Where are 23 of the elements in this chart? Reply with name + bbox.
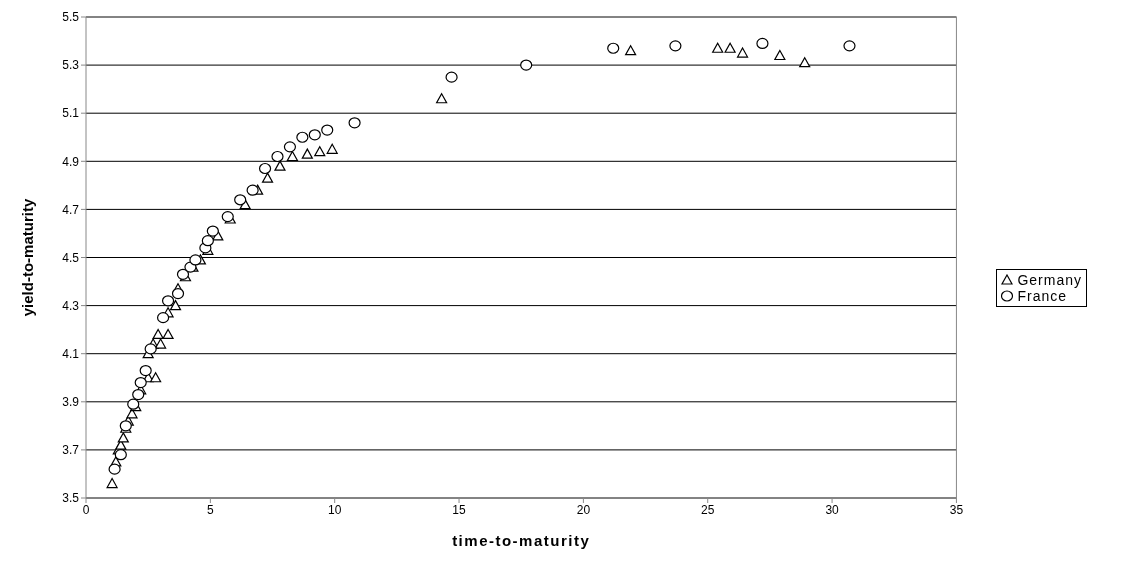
x-tick-label: 25 bbox=[701, 502, 715, 517]
y-tick-label: 4.5 bbox=[62, 250, 80, 265]
x-tick-label: 20 bbox=[576, 502, 591, 517]
y-tick-label: 5.1 bbox=[62, 106, 80, 121]
y-tick-label: 3.5 bbox=[62, 491, 80, 506]
legend-label: Germany bbox=[1017, 272, 1082, 288]
y-tick-label: 3.9 bbox=[62, 395, 80, 410]
x-tick-label: 35 bbox=[949, 502, 964, 517]
x-tick-label: 30 bbox=[825, 502, 840, 517]
y-tick-label: 4.1 bbox=[62, 346, 80, 361]
x-tick-label: 5 bbox=[207, 502, 214, 517]
legend-label: France bbox=[1017, 288, 1067, 304]
y-tick-label: 4.7 bbox=[62, 202, 80, 217]
x-tick-label: 0 bbox=[82, 502, 90, 517]
y-tick-label: 5.5 bbox=[62, 10, 80, 25]
x-tick-label: 15 bbox=[452, 502, 467, 517]
x-tick-label: 10 bbox=[328, 502, 342, 517]
y-tick-label: 3.7 bbox=[62, 443, 80, 458]
y-tick-label: 4.9 bbox=[62, 154, 80, 169]
y-tick-label: 5.3 bbox=[62, 58, 80, 73]
x-axis-title: time-to-maturity bbox=[452, 532, 591, 549]
y-tick-label: 4.3 bbox=[62, 298, 80, 313]
y-axis-title: yield-to-maturity bbox=[19, 198, 37, 317]
